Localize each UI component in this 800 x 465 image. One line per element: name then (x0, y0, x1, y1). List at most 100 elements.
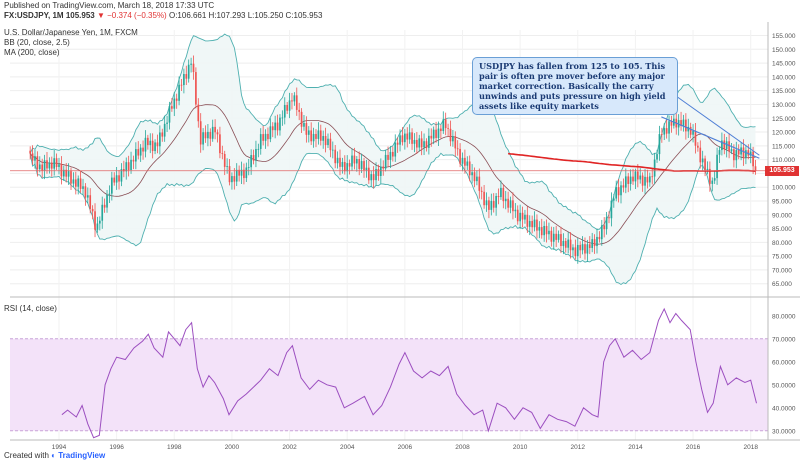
candle-body (706, 168, 709, 171)
candle-body (497, 196, 500, 198)
candle-body (127, 162, 130, 171)
candle-body (536, 219, 538, 231)
chart-canvas[interactable]: 65.000 70.000 75.000 80.000 85.000 90.000 95.0… (0, 22, 800, 452)
candle-body (392, 151, 394, 157)
candle-body (334, 149, 337, 164)
candle-body (507, 198, 509, 208)
candle-body (264, 133, 267, 141)
bollinger-basis (29, 104, 756, 245)
candle-body (276, 122, 279, 131)
candle-body (627, 176, 630, 184)
candle-body (689, 126, 692, 135)
candle-body (291, 100, 293, 102)
candle-body (223, 153, 226, 167)
candle-body (125, 162, 128, 172)
candle-body (730, 149, 733, 152)
candle-body (238, 169, 240, 176)
candle-body (754, 166, 757, 171)
rsi-tick-label: 70.0000 (772, 336, 796, 343)
price-change: −0.374 (−0.35%) (107, 11, 167, 20)
candle-body (728, 141, 730, 152)
candle-body (274, 122, 276, 131)
candle-body (216, 132, 219, 135)
candle-body (327, 138, 329, 146)
candle-body (331, 149, 334, 151)
candle-body (617, 187, 620, 196)
callout-pointer (675, 95, 760, 156)
candle-body (687, 126, 690, 132)
candle-body (685, 119, 687, 132)
candle-body (324, 136, 327, 146)
time-tick-label: 2002 (282, 444, 297, 451)
candle-body (175, 98, 178, 101)
candle-body (588, 244, 591, 248)
candle-body (485, 200, 488, 206)
candle-body (694, 130, 697, 146)
candle-body (709, 168, 711, 184)
candle-body (668, 121, 670, 134)
candle-body (360, 161, 363, 169)
candle-body (624, 176, 627, 188)
candle-body (593, 239, 596, 247)
footer-brand[interactable]: TradingView (58, 451, 106, 460)
candle-body (495, 196, 497, 208)
last-price-badge: 105.953 (765, 165, 799, 176)
price-tick-label: 125.000 (772, 116, 796, 123)
footer-created-with: Created with (4, 451, 49, 460)
candle-body (329, 138, 332, 151)
candle-body (545, 225, 548, 235)
candle-body (192, 63, 195, 73)
candle-body (41, 164, 44, 171)
candle-body (108, 193, 111, 195)
candle-body (115, 175, 118, 183)
candle-body (82, 186, 84, 189)
candle-body (430, 135, 433, 139)
candle-body (428, 135, 430, 148)
candle-body (401, 135, 404, 143)
candle-body (48, 162, 51, 169)
candle-body (154, 142, 156, 152)
candle-body (538, 227, 541, 231)
symbol-name: FX:USDJPY, 1M (4, 11, 64, 20)
candle-body (564, 240, 567, 248)
candle-body (442, 119, 445, 132)
candle-body (214, 126, 216, 133)
candle-body (137, 149, 140, 156)
candle-body (147, 137, 149, 146)
candle-body (267, 133, 269, 140)
candle-body (245, 167, 248, 179)
candle-body (540, 227, 543, 236)
candle-body (207, 131, 209, 139)
candle-body (262, 134, 264, 141)
candle-body (404, 133, 406, 143)
candle-body (531, 221, 533, 228)
candle-body (632, 176, 634, 182)
candle-body (271, 126, 274, 131)
candle-body (524, 214, 526, 220)
candle-body (557, 234, 560, 240)
candlesticks (29, 55, 757, 264)
candle-body (584, 244, 586, 254)
candle-body (67, 171, 70, 177)
time-tick-label: 2014 (628, 444, 643, 451)
candle-body (644, 176, 646, 186)
symbol-header: FX:USDJPY, 1M 105.953 ▼ −0.374 (−0.35%) … (4, 11, 322, 20)
annotation-callout: USDJPY has fallen from 125 to 105. This … (472, 57, 678, 115)
candle-body (701, 158, 704, 163)
candle-body (500, 187, 502, 198)
candle-body (79, 178, 82, 189)
candle-body (353, 155, 356, 164)
candle-body (341, 162, 344, 167)
candle-body (29, 150, 32, 154)
candle-body (65, 169, 68, 177)
candle-body (543, 225, 545, 236)
candle-body (552, 233, 555, 242)
candle-body (187, 64, 190, 79)
candle-body (641, 175, 644, 186)
candle-body (646, 176, 649, 183)
candle-body (31, 153, 34, 161)
candle-body (312, 133, 315, 142)
price-tick-label: 110.000 (772, 157, 795, 164)
candle-body (636, 171, 639, 180)
rsi-tick-label: 60.0000 (772, 359, 796, 366)
